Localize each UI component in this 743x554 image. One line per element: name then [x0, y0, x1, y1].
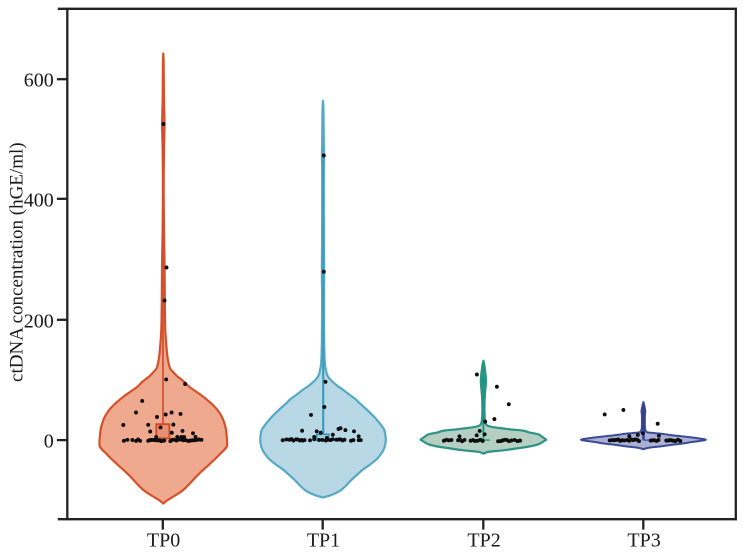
svg-text:200: 200: [24, 310, 54, 332]
svg-text:600: 600: [24, 70, 54, 92]
svg-text:0: 0: [44, 431, 54, 453]
svg-text:TP0: TP0: [147, 530, 180, 552]
svg-text:400: 400: [24, 189, 54, 211]
svg-text:TP2: TP2: [467, 530, 500, 552]
svg-text:ctDNA concentration (hGE/ml): ctDNA concentration (hGE/ml): [7, 142, 28, 382]
svg-text:TP3: TP3: [627, 530, 660, 552]
svg-text:TP1: TP1: [307, 530, 340, 552]
